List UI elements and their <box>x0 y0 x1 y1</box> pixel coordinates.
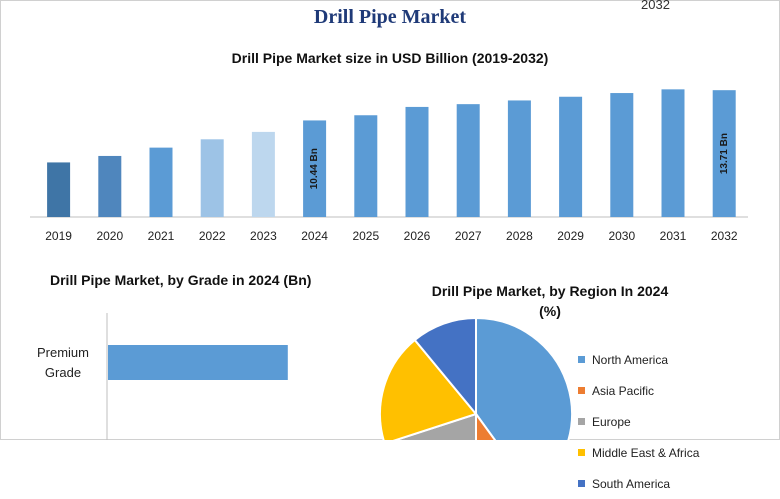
legend-label: Middle East & Africa <box>592 445 700 460</box>
x-tick-label: 2027 <box>455 229 482 243</box>
legend-item: Europe <box>578 406 699 437</box>
legend-swatch <box>578 449 585 456</box>
bar-2022 <box>200 139 224 217</box>
bar-2026 <box>405 106 429 217</box>
legend-swatch <box>578 387 585 394</box>
region-chart-title: Drill Pipe Market, by Region In 2024 (%) <box>400 281 700 321</box>
bar-2027 <box>456 104 480 217</box>
x-tick-label: 2030 <box>608 229 635 243</box>
x-tick-label: 2020 <box>96 229 123 243</box>
page-title: Drill Pipe Market <box>313 6 467 28</box>
region-chart-subtitle: (%) <box>539 303 561 319</box>
x-tick-label: 2029 <box>557 229 584 243</box>
x-tick-label: 2022 <box>199 229 226 243</box>
data-label-2024: 10.44 Bn <box>309 148 320 189</box>
pie-slice-north-america <box>475 316 573 440</box>
legend-swatch <box>578 480 585 487</box>
pie-slice-asia-pacific <box>475 410 497 440</box>
bar-2019 <box>47 162 71 217</box>
legend-swatch <box>578 418 585 425</box>
x-tick-label: 2021 <box>148 229 175 243</box>
bar-2032 <box>712 90 736 217</box>
pie-slice-middle-east-africa <box>379 338 478 440</box>
charts-canvas: 2019 2020 2021 2022 2023 2024 10.44 Bn 2025 2026… <box>30 89 748 440</box>
x-tick-label: 2019 <box>45 229 72 243</box>
x-tick-label: 2024 <box>301 229 328 243</box>
market-size-bar-chart: 2019 2020 2021 2022 2023 2024 10.44 Bn 2025 2026… <box>30 89 748 243</box>
bar-premium-grade <box>108 345 288 380</box>
data-label-2032: 13.71 Bn <box>719 133 730 174</box>
legend-label: North America <box>592 352 669 367</box>
bar-2021 <box>149 147 173 217</box>
legend-label: South America <box>592 476 671 491</box>
bar-2025 <box>354 115 378 217</box>
bar-2031 <box>661 89 685 217</box>
region-chart-title-main: Drill Pipe Market, by Region In 2024 <box>431 283 669 299</box>
market-size-chart-title: Drill Pipe Market size in USD Billion (2… <box>231 50 549 66</box>
bar-2020 <box>98 155 122 217</box>
legend-swatch <box>578 356 585 363</box>
x-tick-label: 2023 <box>250 229 277 243</box>
x-tick-label: 2031 <box>660 229 687 243</box>
legend-item: Middle East & Africa <box>578 437 699 468</box>
grade-bar-chart <box>106 313 288 440</box>
x-tick-label: 2026 <box>404 229 431 243</box>
x-tick-label: 2028 <box>506 229 533 243</box>
bar-2030 <box>610 93 634 217</box>
legend-item: Asia Pacific <box>578 375 699 406</box>
bar-2023 <box>251 131 275 217</box>
bar-2024 <box>303 120 327 217</box>
bar-2029 <box>559 96 583 217</box>
legend-item: South America <box>578 468 699 499</box>
legend-label: Asia Pacific <box>592 383 655 398</box>
bar-2028 <box>507 100 531 217</box>
x-tick-label: 2025 <box>352 229 379 243</box>
legend-item: North America <box>578 344 699 375</box>
region-pie-chart <box>379 316 573 440</box>
pie-slice-south-america <box>413 316 477 417</box>
legend-label: Europe <box>592 414 631 429</box>
grade-category-label: Premium Grade <box>36 345 89 380</box>
corner-year-label: 2032 <box>641 0 670 12</box>
grade-chart-title: Drill Pipe Market, by Grade in 2024 (Bn) <box>50 272 312 288</box>
x-tick-label: 2032 <box>711 229 738 243</box>
